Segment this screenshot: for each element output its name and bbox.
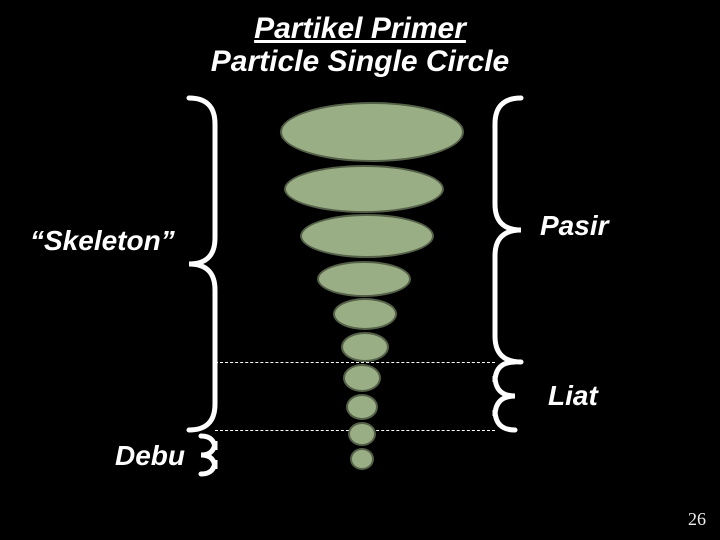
label-skeleton: “Skeleton” [30,225,175,257]
particle-ellipse [333,298,397,330]
label-pasir: Pasir [540,210,609,242]
label-liat: Liat [548,380,598,412]
particle-ellipse [280,102,464,162]
page-number: 26 [688,509,706,530]
particle-ellipse [343,364,381,392]
particle-ellipse [284,165,444,213]
particle-ellipse [341,332,389,362]
label-debu: Debu [115,440,185,472]
particle-ellipse [300,214,434,258]
particle-ellipse [348,422,376,446]
particle-ellipse [346,394,378,420]
particle-ellipse [350,448,374,470]
separator-line [215,362,495,363]
particle-ellipse [317,261,411,297]
